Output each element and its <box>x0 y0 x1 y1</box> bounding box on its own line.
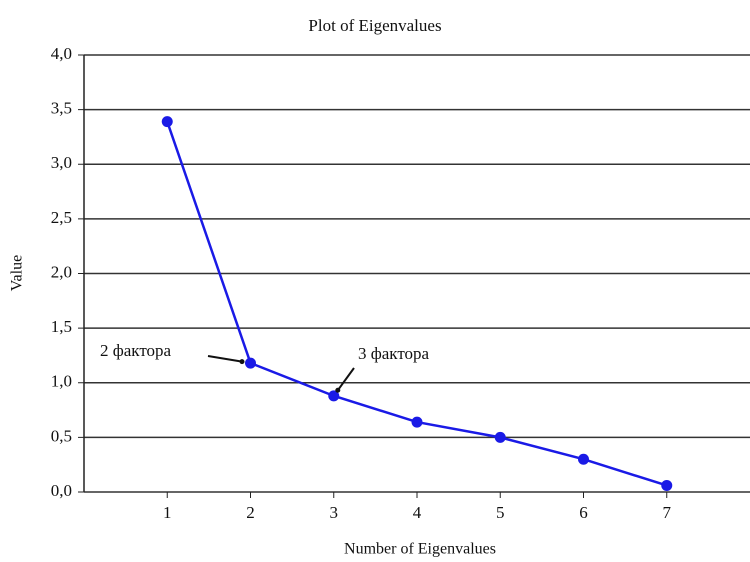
data-point <box>245 357 256 369</box>
data-point <box>494 431 506 443</box>
annotation-arrow <box>207 355 243 363</box>
x-tick-label: 6 <box>579 503 588 522</box>
data-point <box>578 453 589 465</box>
y-tick-label: 3,5 <box>51 99 72 118</box>
y-tick-label: 0,0 <box>51 481 72 500</box>
x-tick-label: 5 <box>496 503 505 522</box>
y-axis-label: Value <box>9 255 26 291</box>
x-tick-label: 4 <box>413 503 422 522</box>
y-tick-label: 2,0 <box>51 262 72 281</box>
chart-title: Plot of Eigenvalues <box>308 16 441 35</box>
data-point <box>328 390 340 402</box>
y-tick-label: 1,0 <box>51 372 72 391</box>
data-point <box>411 416 423 428</box>
annotation: 3 фактора <box>358 344 430 363</box>
x-tick-label: 3 <box>330 503 339 522</box>
annotation-arrow <box>336 367 355 391</box>
y-tick-label: 1,5 <box>51 317 72 336</box>
y-tick-label: 3,0 <box>51 153 72 172</box>
arrow-head <box>335 387 341 393</box>
x-axis-label: Number of Eigenvalues <box>344 541 496 558</box>
x-tick-label: 7 <box>663 503 672 522</box>
annotation: 2 фактора <box>100 341 172 360</box>
arrow-head <box>239 359 245 365</box>
y-tick-label: 4,0 <box>51 44 72 63</box>
data-point <box>661 479 673 491</box>
y-tick-label: 2,5 <box>51 208 72 227</box>
x-tick-label: 2 <box>246 503 255 522</box>
series-line <box>166 121 668 487</box>
data-point <box>161 116 173 128</box>
x-tick-label: 1 <box>163 503 172 522</box>
y-tick-label: 0,5 <box>51 426 72 445</box>
